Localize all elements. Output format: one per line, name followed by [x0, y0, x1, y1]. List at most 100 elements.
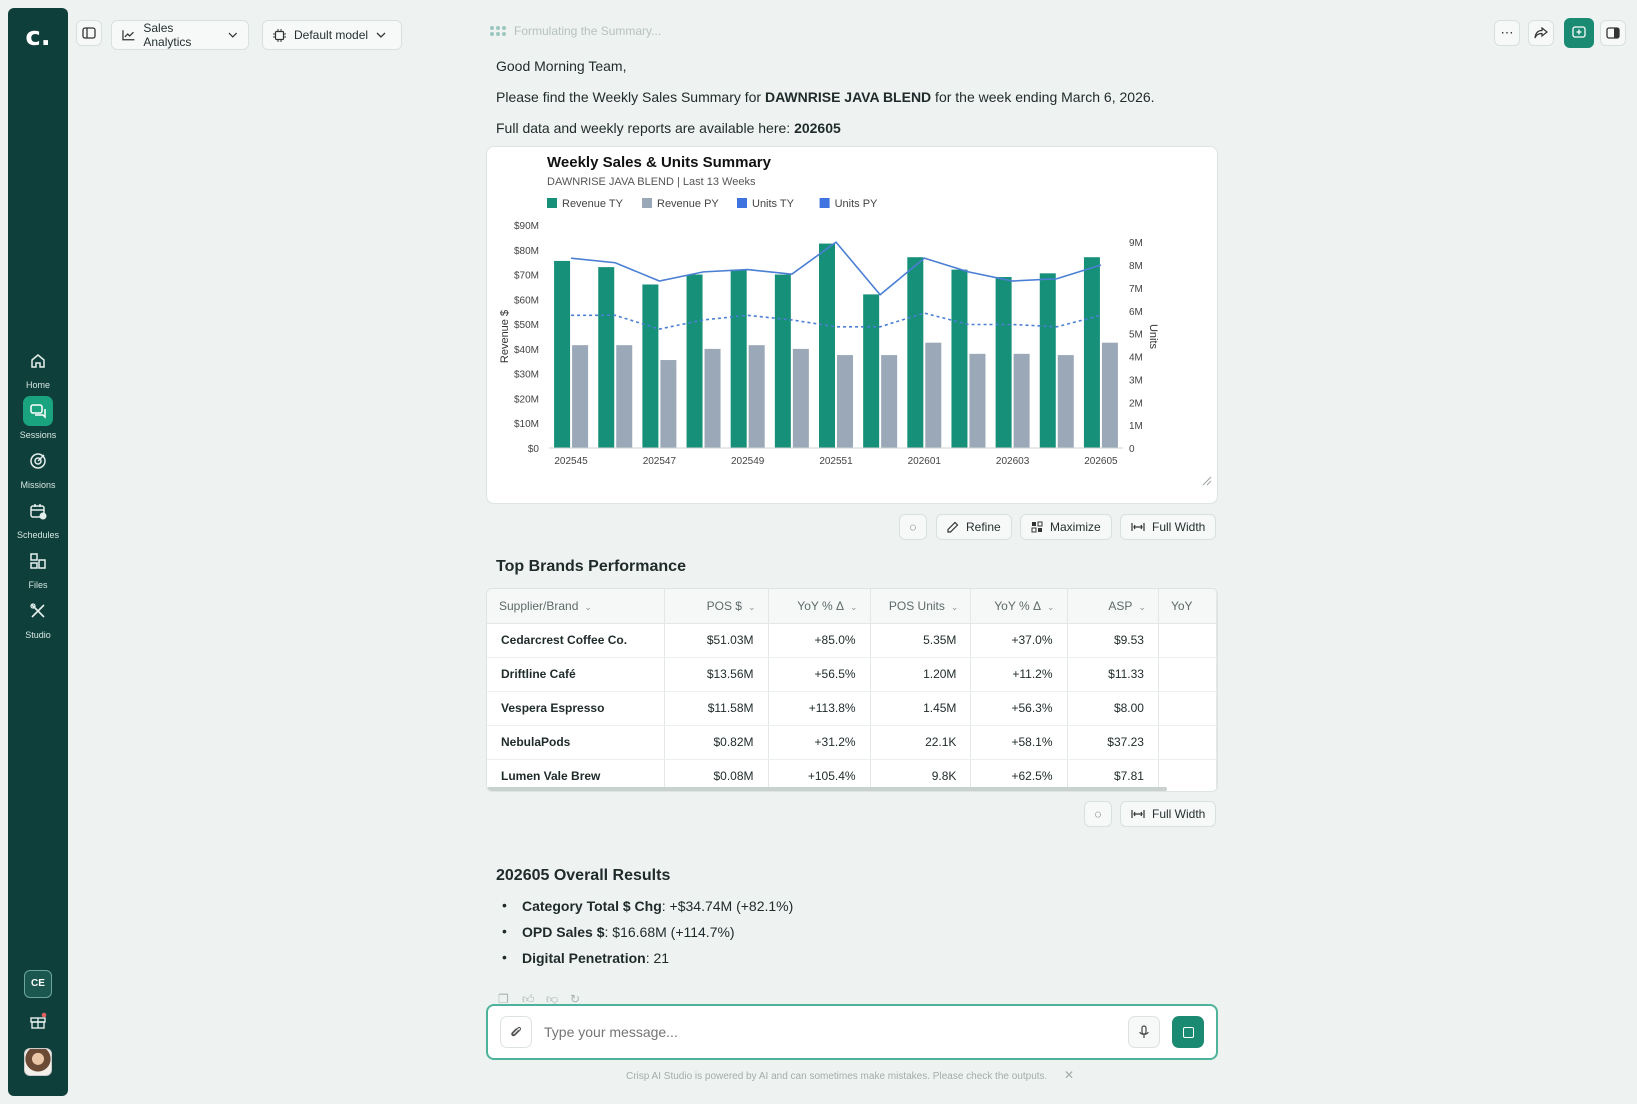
col-header[interactable]: YoY % Δ ⌄: [768, 589, 871, 624]
maximize-icon: [1031, 521, 1043, 533]
user-initials-badge[interactable]: CE: [24, 970, 52, 998]
brands-title: Top Brands Performance: [496, 558, 686, 575]
chart-full-width-button[interactable]: Full Width: [1120, 514, 1217, 540]
line-units-py: [571, 312, 1102, 330]
report-link[interactable]: 202605: [794, 120, 841, 136]
nav-files[interactable]: Files: [8, 546, 68, 590]
intro-line: Please find the Weekly Sales Summary for…: [496, 89, 1155, 105]
home-icon: [23, 346, 53, 376]
full-width-icon: [1131, 523, 1145, 531]
list-item: Digital Penetration: 21: [500, 949, 793, 966]
col-header[interactable]: POS Units ⌄: [870, 589, 972, 624]
target-icon: [23, 446, 53, 476]
avatar[interactable]: [24, 1048, 52, 1076]
x-tick-label: 202605: [1084, 456, 1118, 467]
gift-button[interactable]: [8, 1012, 68, 1035]
full-width-label: Full Width: [1152, 520, 1206, 534]
maximize-label: Maximize: [1050, 520, 1101, 534]
y-tick-label: $20M: [514, 394, 539, 405]
bar-revenue-py: [969, 353, 986, 448]
col-header[interactable]: ASP ⌄: [1067, 589, 1159, 624]
maximize-button[interactable]: Maximize: [1020, 514, 1112, 540]
files-icon: [23, 546, 53, 576]
bar-revenue-ty: [819, 243, 835, 448]
tools-icon: [23, 596, 53, 626]
voice-button[interactable]: [1128, 1016, 1160, 1048]
more-icon: ⋯: [1500, 25, 1514, 40]
app-logo[interactable]: c.: [25, 22, 51, 52]
side-panel-button[interactable]: [1600, 20, 1626, 46]
bar-revenue-ty: [951, 269, 968, 448]
nav-home[interactable]: Home: [8, 346, 68, 390]
chart-subtitle: DAWNRISE JAVA BLEND | Last 13 Weeks: [547, 176, 756, 188]
y2-tick-label: 2M: [1129, 398, 1143, 409]
chat-plus-icon: [1572, 26, 1586, 38]
left-rail: c. Home Sessions Missions Schedules File…: [8, 8, 68, 1096]
more-button[interactable]: ⋯: [1494, 20, 1520, 46]
nav-studio[interactable]: Studio: [8, 596, 68, 640]
legend-label: Units TY: [752, 198, 795, 210]
message-input[interactable]: [544, 1018, 1104, 1046]
loading-dots-icon: [490, 26, 506, 36]
user-badge-wrap: CE: [8, 970, 68, 998]
close-icon[interactable]: ✕: [1064, 1068, 1075, 1082]
table-row[interactable]: Vespera Espresso $11.58M +113.8% 1.45M +56.3…: [487, 691, 1217, 726]
nav-label: Home: [25, 380, 50, 390]
table-full-width-button[interactable]: Full Width: [1120, 801, 1217, 827]
nav-missions[interactable]: Missions: [8, 446, 68, 490]
chevron-down-icon: [228, 32, 238, 38]
resize-handle-icon: [1202, 476, 1212, 486]
y-tick-label: $50M: [514, 320, 539, 331]
table-header-row: Supplier/Brand ⌄ POS $ ⌄ YoY % Δ ⌄ POS Unit…: [487, 589, 1217, 624]
intro-prefix: Please find the Weekly Sales Summary for: [496, 89, 765, 105]
bar-revenue-py: [660, 360, 677, 448]
table-row[interactable]: Driftline Café $13.56M +56.5% 1.20M +11.2% $1…: [487, 657, 1217, 692]
table-row[interactable]: NebulaPods $0.82M +31.2% 22.1K +58.1% $37.23: [487, 725, 1217, 760]
col-header[interactable]: Supplier/Brand ⌄: [487, 589, 666, 624]
x-tick-label: 202603: [996, 456, 1030, 467]
x-tick-label: 202549: [731, 456, 765, 467]
bar-revenue-ty: [907, 257, 924, 448]
col-header[interactable]: YoY % Δ ⌄: [970, 589, 1068, 624]
line-units-ty: [570, 241, 1102, 296]
analytics-selector-label: Sales Analytics: [143, 21, 192, 49]
list-item: Category Total $ Chg: +$34.74M (+82.1%): [500, 897, 793, 914]
share-button[interactable]: [1528, 20, 1554, 46]
chat-panel-button[interactable]: [1564, 18, 1594, 48]
chevron-down-icon: ⌄: [1046, 601, 1055, 612]
table-row[interactable]: Lumen Vale Brew $0.08M +105.4% 9.8K +62.5% $7…: [487, 759, 1217, 791]
data-line: Full data and weekly reports are availab…: [496, 120, 841, 136]
analytics-selector[interactable]: Sales Analytics: [111, 20, 249, 50]
share-icon: [1534, 27, 1548, 39]
chevron-down-icon: ⌄: [1138, 601, 1146, 612]
table-row[interactable]: Cedarcrest Coffee Co. $51.03M +85.0% 5.35M +…: [487, 623, 1217, 658]
list-item: OPD Sales $: $16.68M (+114.7%): [500, 923, 793, 940]
comment-icon: ◌: [909, 520, 917, 534]
sidebar-toggle-button[interactable]: [76, 20, 102, 46]
data-prefix: Full data and weekly reports are availab…: [496, 120, 795, 136]
thumbs-down-icon[interactable]: 👎︎: [546, 992, 559, 1006]
full-width-icon: [1131, 810, 1145, 818]
table-horizontal-scrollbar[interactable]: [487, 787, 1167, 791]
x-tick-label: 202551: [819, 456, 853, 467]
nav-sessions[interactable]: Sessions: [8, 396, 68, 440]
legend-swatch: [737, 198, 747, 208]
bar-revenue-ty: [598, 267, 615, 448]
y2-tick-label: 0: [1129, 444, 1135, 455]
copy-icon[interactable]: ❐: [498, 992, 509, 1006]
chevron-down-icon: ⌄: [747, 601, 756, 612]
refine-button[interactable]: Refine: [936, 514, 1012, 540]
stop-button[interactable]: [1172, 1016, 1204, 1048]
results-title: 202605 Overall Results: [496, 867, 671, 884]
attach-button[interactable]: [500, 1016, 532, 1048]
thumbs-up-icon[interactable]: 👍︎: [522, 992, 535, 1006]
col-header[interactable]: YoY: [1158, 589, 1217, 624]
chart-feedback-button[interactable]: ◌: [899, 514, 927, 540]
chat-icon: [23, 396, 53, 426]
regenerate-icon[interactable]: ↻: [570, 992, 581, 1006]
nav-schedules[interactable]: Schedules: [8, 496, 68, 540]
table-feedback-button[interactable]: ◌: [1084, 801, 1112, 827]
model-selector[interactable]: Default model: [262, 20, 402, 50]
col-header[interactable]: POS $ ⌄: [664, 589, 769, 624]
gift-icon: [30, 1012, 47, 1029]
